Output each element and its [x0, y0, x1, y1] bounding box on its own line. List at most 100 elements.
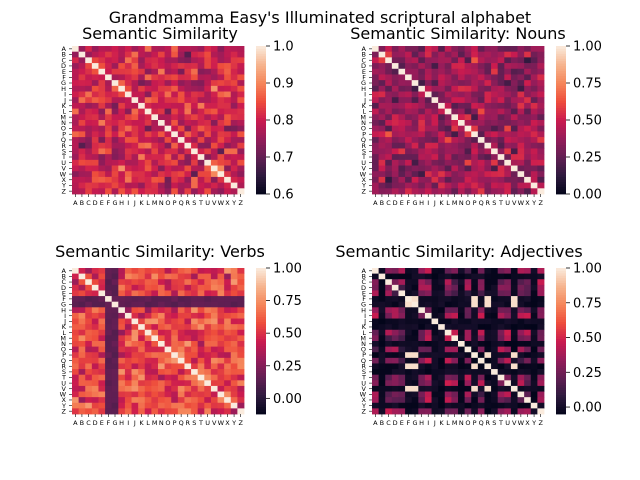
heatmap-cell [444, 57, 452, 64]
heatmap-cell [171, 307, 179, 314]
y-tick-label: H [61, 306, 66, 314]
heatmap-cell [491, 296, 499, 303]
heatmap-cell [378, 68, 386, 75]
colorbar-segment [556, 341, 566, 344]
heatmap-cell [537, 408, 545, 415]
heatmap-cell [144, 108, 152, 115]
colorbar-segment [556, 394, 566, 398]
heatmap-cell [158, 352, 166, 359]
colorbar-segment [256, 270, 266, 274]
heatmap-cell [210, 402, 218, 409]
heatmap-cell [164, 341, 172, 348]
colorbar-segment [556, 147, 566, 150]
heatmap-cell [517, 290, 525, 297]
heatmap-cell [471, 352, 479, 359]
heatmap-cell [224, 154, 232, 161]
x-tick-label: V [212, 199, 217, 207]
heatmap-cell [118, 57, 126, 64]
y-tick-label: R [61, 142, 66, 150]
heatmap-cell [378, 341, 386, 348]
heatmap-cell [197, 171, 205, 178]
heatmap-cell [184, 363, 192, 370]
heatmap-cell [438, 159, 446, 166]
heatmap-cell [98, 284, 106, 291]
heatmap-cell [224, 357, 232, 364]
heatmap-cell [217, 91, 225, 98]
colorbar-tick-label: 0.50 [273, 327, 302, 342]
heatmap-cell [424, 324, 432, 331]
heatmap-cell [78, 57, 86, 64]
heatmap-cell [385, 290, 393, 297]
heatmap-cell [504, 108, 512, 115]
heatmap-cell [151, 380, 159, 387]
heatmap-cell [151, 46, 159, 53]
heatmap-cell [424, 171, 432, 178]
heatmap-cell [398, 57, 406, 64]
heatmap-cell [85, 408, 93, 415]
heatmap-cell [537, 329, 545, 336]
heatmap-cell [411, 91, 419, 98]
y-tick-label: R [361, 362, 366, 370]
heatmap-cell [517, 284, 525, 291]
heatmap-cell [464, 385, 472, 392]
heatmap-cell [385, 329, 393, 336]
heatmap-cell [191, 46, 199, 53]
colorbar-segment [556, 331, 566, 335]
heatmap-cell [497, 324, 505, 331]
colorbar-tick-label: 1.00 [573, 40, 602, 55]
heatmap-cell [138, 68, 146, 75]
heatmap-cell [471, 125, 479, 132]
y-tick-label: N [361, 119, 366, 127]
heatmap-cell [458, 120, 466, 127]
heatmap-cell [497, 97, 505, 104]
heatmap-cell [98, 188, 106, 195]
heatmap-cell [477, 108, 485, 115]
heatmap-cell [418, 290, 426, 297]
heatmap-cell [537, 74, 545, 81]
heatmap-cell [405, 137, 413, 144]
heatmap-cell [418, 51, 426, 58]
heatmap-cell [111, 159, 119, 166]
heatmap-cell [477, 74, 485, 81]
heatmap-cell [411, 74, 419, 81]
x-tick-label: R [486, 419, 491, 427]
heatmap-cell [391, 165, 399, 172]
heatmap-cell [237, 312, 245, 319]
colorbar-segment [256, 95, 266, 99]
colorbar-segment [256, 68, 266, 72]
heatmap-cell [458, 188, 466, 195]
heatmap-cell [131, 148, 139, 155]
heatmap-cell [144, 284, 152, 291]
heatmap-cell [391, 391, 399, 398]
heatmap-cell [477, 279, 485, 286]
heatmap-cell [537, 176, 545, 184]
heatmap-cell [398, 380, 406, 387]
heatmap-cell [385, 57, 393, 64]
heatmap-cell [537, 68, 545, 75]
heatmap-cell [477, 159, 485, 166]
heatmap-cell [144, 346, 152, 353]
x-tick-label: N [159, 419, 164, 427]
heatmap-cell [224, 268, 232, 275]
heatmap-cell [230, 74, 238, 81]
colorbar-segment [556, 191, 566, 195]
heatmap-cell [464, 279, 472, 286]
heatmap-cell [78, 391, 86, 398]
heatmap-cell [224, 68, 232, 75]
heatmap-cell [484, 68, 492, 75]
colorbar-segment [556, 328, 566, 332]
heatmap-cell [164, 120, 172, 127]
colorbar-segment [556, 365, 566, 369]
heatmap-cell [398, 125, 406, 132]
heatmap-cell [184, 131, 192, 138]
heatmap-cell [204, 46, 212, 53]
heatmap-cell [217, 335, 225, 342]
heatmap-cell [118, 268, 126, 275]
heatmap-cell [124, 120, 132, 127]
heatmap-cell [191, 312, 199, 319]
heatmap-cell [418, 176, 426, 184]
heatmap-cell [217, 97, 225, 104]
colorbar-segment [556, 297, 566, 301]
heatmap-cell [411, 284, 419, 291]
colorbar-segment [556, 58, 566, 62]
